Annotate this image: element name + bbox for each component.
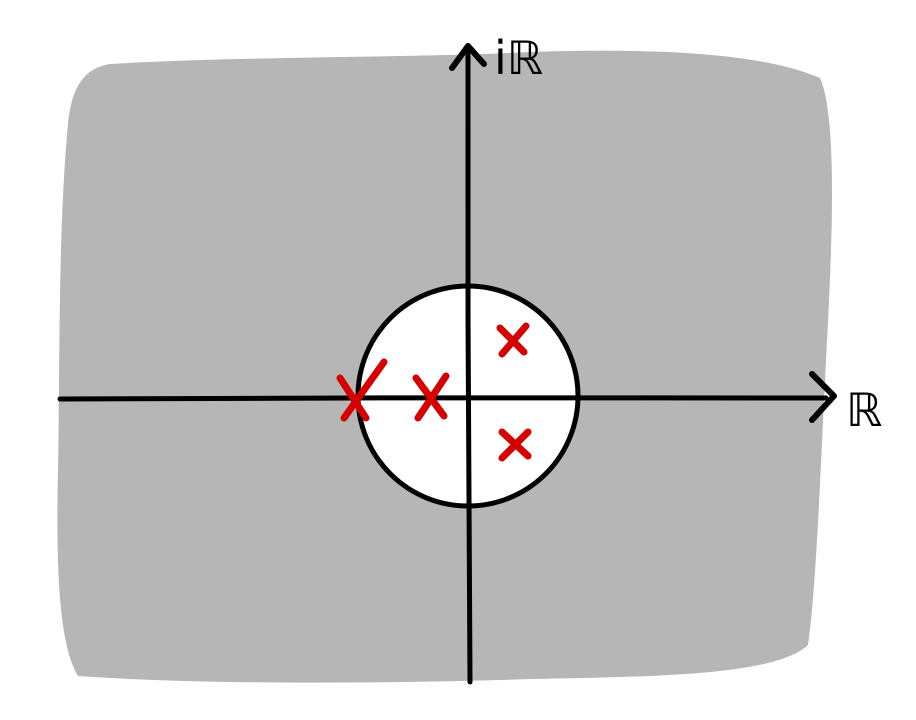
pole-marker-lower — [498, 428, 532, 462]
imaginary-axis-arrowhead — [449, 43, 487, 71]
pole-marker-inner-real — [412, 372, 450, 422]
imaginary-axis — [465, 47, 473, 685]
real-axis-label: ℝ — [846, 383, 882, 437]
pole-marker-upper — [496, 322, 530, 358]
real-axis-arrowhead — [809, 371, 837, 423]
imaginary-axis-label: iℝ — [494, 31, 543, 85]
real-axis — [57, 395, 829, 402]
pole-marker-boundary — [336, 358, 388, 422]
